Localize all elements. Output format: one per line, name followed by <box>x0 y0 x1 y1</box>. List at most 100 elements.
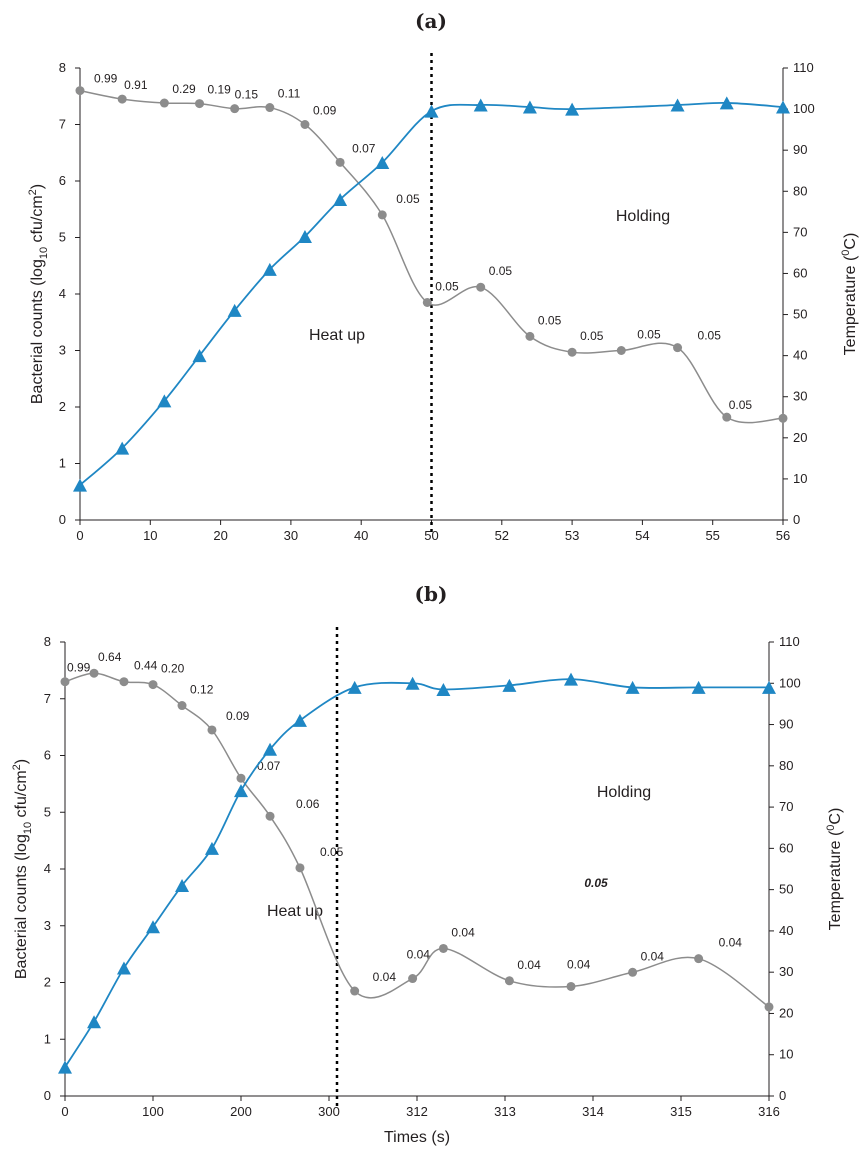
data-label: 0.11 <box>278 87 301 101</box>
temperature-point <box>157 394 172 408</box>
temperature-series <box>58 672 776 1074</box>
data-label: 0.09 <box>313 104 337 118</box>
bold-annotation: 0.05 <box>584 876 608 890</box>
right-y-tick-label: 40 <box>779 923 793 938</box>
bacterial-count-point <box>295 863 305 873</box>
data-label: 0.04 <box>517 958 541 972</box>
data-label: 0.04 <box>641 949 665 963</box>
data-label: 0.44 <box>134 659 158 673</box>
left-y-tick-label: 5 <box>44 804 51 819</box>
region-label-heat-up: Heat up <box>309 327 365 344</box>
right-y-tick-label: 90 <box>779 717 793 732</box>
x-tick-label: 314 <box>582 1104 604 1119</box>
x-tick-label: 313 <box>494 1104 516 1119</box>
data-label: 0.05 <box>698 329 722 343</box>
temperature-point <box>436 682 451 696</box>
data-label: 0.05 <box>320 845 344 859</box>
right-y-tick-label: 100 <box>793 101 815 116</box>
temperature-point <box>670 98 685 112</box>
data-label: 0.05 <box>489 264 513 278</box>
bacterial-count-point <box>75 86 85 96</box>
temperature-point <box>73 478 87 492</box>
bacterial-count-point <box>377 210 387 220</box>
right-y-tick-label: 50 <box>779 882 793 897</box>
temperature-point <box>375 156 390 170</box>
left-y-tick-label: 6 <box>44 748 51 763</box>
right-y-tick-label: 80 <box>793 183 807 198</box>
series-line <box>64 678 769 1068</box>
temperature-point <box>565 102 580 116</box>
series-line <box>79 101 784 486</box>
left-y-tick-label: 2 <box>44 975 51 990</box>
temperature-point <box>297 229 312 243</box>
temperature-point <box>502 678 517 692</box>
x-tick-label: 200 <box>230 1104 252 1119</box>
bacterial-count-point <box>148 680 158 690</box>
temperature-point <box>204 841 219 855</box>
temperature-series <box>73 96 790 492</box>
left-y-tick-label: 2 <box>59 399 66 414</box>
data-label: 0.05 <box>729 398 753 412</box>
temperature-point <box>87 1015 102 1029</box>
bacterial-count-point <box>694 954 704 964</box>
x-tick-label: 50 <box>424 528 438 543</box>
temperature-point <box>192 349 207 363</box>
bacterial-count-point <box>628 967 638 977</box>
left-y-tick-label: 3 <box>44 918 51 933</box>
temperature-point <box>424 104 439 118</box>
temperature-point <box>473 98 488 112</box>
data-label: 0.99 <box>67 661 91 675</box>
data-label: 0.07 <box>352 141 376 155</box>
right-y-tick-label: 0 <box>779 1088 786 1103</box>
data-label: 0.05 <box>435 279 459 293</box>
temperature-point <box>405 676 420 690</box>
x-tick-label: 312 <box>406 1104 428 1119</box>
data-label: 0.04 <box>451 925 475 939</box>
data-label: 0.05 <box>396 192 420 206</box>
temperature-point <box>115 441 130 455</box>
left-y-tick-label: 7 <box>44 691 51 706</box>
temperature-point <box>116 961 131 975</box>
right-y-tick-label: 20 <box>779 1005 793 1020</box>
bacterial-count-point <box>350 986 360 996</box>
panel-title: (b) <box>415 582 448 606</box>
bacterial-count-point <box>117 94 127 104</box>
x-tick-label: 52 <box>495 528 509 543</box>
x-tick-label: 300 <box>318 1104 340 1119</box>
left-y-tick-label: 1 <box>44 1031 51 1046</box>
temperature-point <box>522 100 537 114</box>
left-y-tick-label: 1 <box>59 456 66 471</box>
temperature-point <box>234 784 248 798</box>
x-tick-label: 56 <box>776 528 790 543</box>
temperature-point <box>263 742 278 756</box>
panel-title: (a) <box>415 9 447 33</box>
x-tick-label: 100 <box>142 1104 164 1119</box>
bacterial-count-point <box>408 974 418 984</box>
left-y-tick-label: 3 <box>59 343 66 358</box>
x-tick-label: 53 <box>565 528 579 543</box>
left-y-tick-label: 7 <box>59 117 66 132</box>
data-label: 0.09 <box>226 709 250 723</box>
bacterial-count-point <box>119 677 129 687</box>
x-tick-label: 10 <box>143 528 157 543</box>
data-label: 0.05 <box>538 313 562 327</box>
left-y-tick-label: 8 <box>59 60 66 75</box>
data-label: 0.04 <box>407 948 431 962</box>
bacterial-count-point <box>616 346 626 355</box>
temperature-point <box>347 680 362 694</box>
temperature-point <box>262 262 277 276</box>
right-y-tick-label: 70 <box>779 799 793 814</box>
right-y-tick-label: 70 <box>793 224 807 239</box>
x-tick-label: 20 <box>213 528 227 543</box>
temperature-point <box>625 680 640 694</box>
data-label: 0.05 <box>580 329 604 343</box>
x-tick-label: 30 <box>284 528 298 543</box>
x-tick-label: 54 <box>635 528 649 543</box>
right-y-tick-label: 110 <box>793 60 814 75</box>
bacterial-count-point <box>236 773 246 783</box>
temperature-point <box>292 713 307 727</box>
temperature-point <box>333 192 348 206</box>
